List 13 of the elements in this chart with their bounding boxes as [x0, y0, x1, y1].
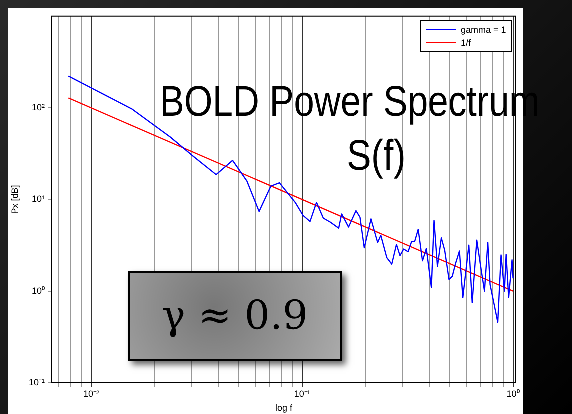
y-tick-label: 10¹	[32, 194, 45, 204]
annotation: γ ≈ 0.9	[128, 271, 342, 361]
x-axis-title: log f	[275, 403, 294, 414]
y-axis-title: Px [dB]	[10, 185, 20, 214]
legend-label: 1/f	[461, 38, 472, 48]
legend-label: gamma = 1	[461, 24, 506, 35]
x-tick-label: 10⁻¹	[294, 388, 310, 399]
y-tick-label: 10⁻¹	[28, 377, 45, 388]
x-tick-label: 10⁰	[506, 388, 520, 399]
y-tick-label: 10⁰	[32, 286, 45, 296]
y-tick-label: 10²	[32, 102, 45, 113]
x-tick-label: 10⁻²	[83, 388, 100, 399]
annotation: S(f)	[347, 132, 406, 181]
